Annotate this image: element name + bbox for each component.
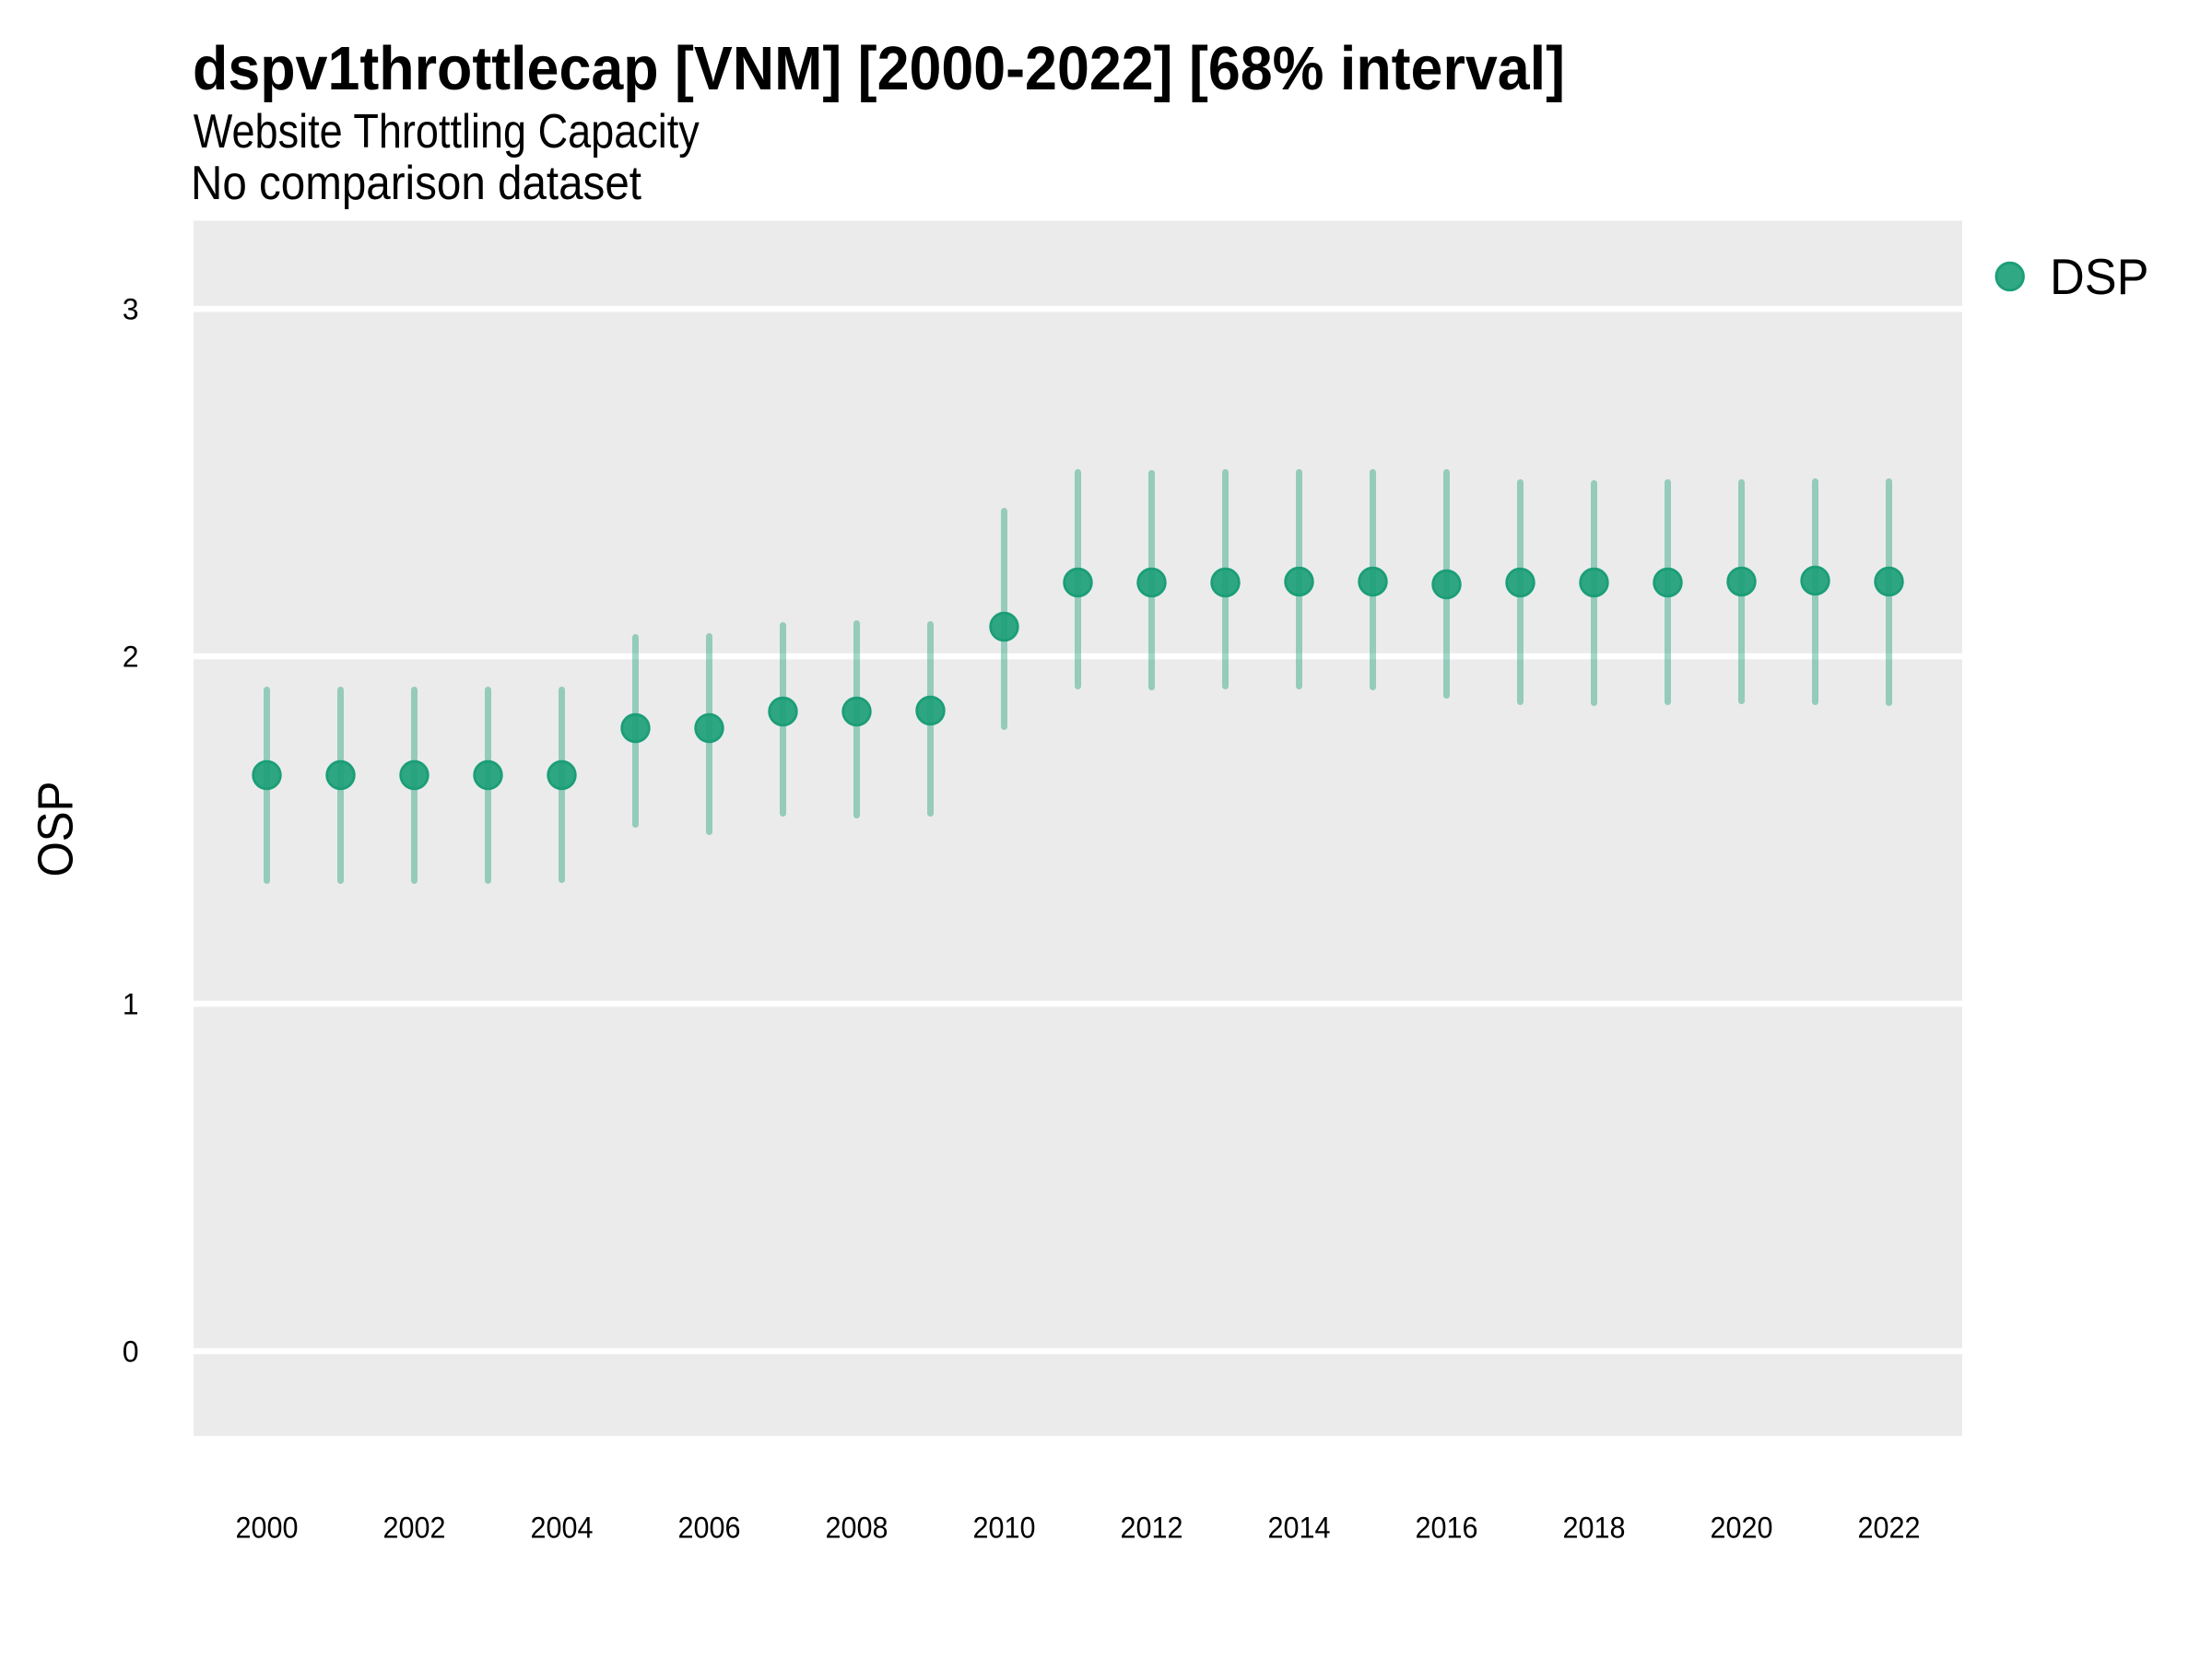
svg-text:1: 1 — [123, 988, 139, 1021]
svg-text:0: 0 — [123, 1335, 139, 1368]
svg-text:Website Throttling Capacity: Website Throttling Capacity — [194, 105, 700, 159]
svg-text:2016: 2016 — [1416, 1512, 1478, 1545]
svg-text:dspv1throttlecap [VNM] [2000-2: dspv1throttlecap [VNM] [2000-2022] [68% … — [193, 34, 1565, 103]
svg-text:2000: 2000 — [236, 1512, 299, 1545]
svg-text:3: 3 — [123, 293, 139, 326]
svg-text:2006: 2006 — [678, 1512, 741, 1545]
svg-text:2018: 2018 — [1563, 1512, 1626, 1545]
svg-text:2008: 2008 — [826, 1512, 888, 1545]
svg-text:2002: 2002 — [383, 1512, 446, 1545]
svg-text:2012: 2012 — [1121, 1512, 1183, 1545]
svg-text:No comparison dataset: No comparison dataset — [191, 157, 641, 210]
svg-text:DSP: DSP — [2050, 248, 2149, 305]
svg-text:2004: 2004 — [531, 1512, 594, 1545]
svg-text:2014: 2014 — [1268, 1512, 1331, 1545]
svg-text:2022: 2022 — [1858, 1512, 1921, 1545]
svg-text:2020: 2020 — [1711, 1512, 1773, 1545]
svg-text:2010: 2010 — [973, 1512, 1036, 1545]
svg-text:OSP: OSP — [29, 782, 84, 877]
svg-text:2: 2 — [123, 641, 139, 674]
